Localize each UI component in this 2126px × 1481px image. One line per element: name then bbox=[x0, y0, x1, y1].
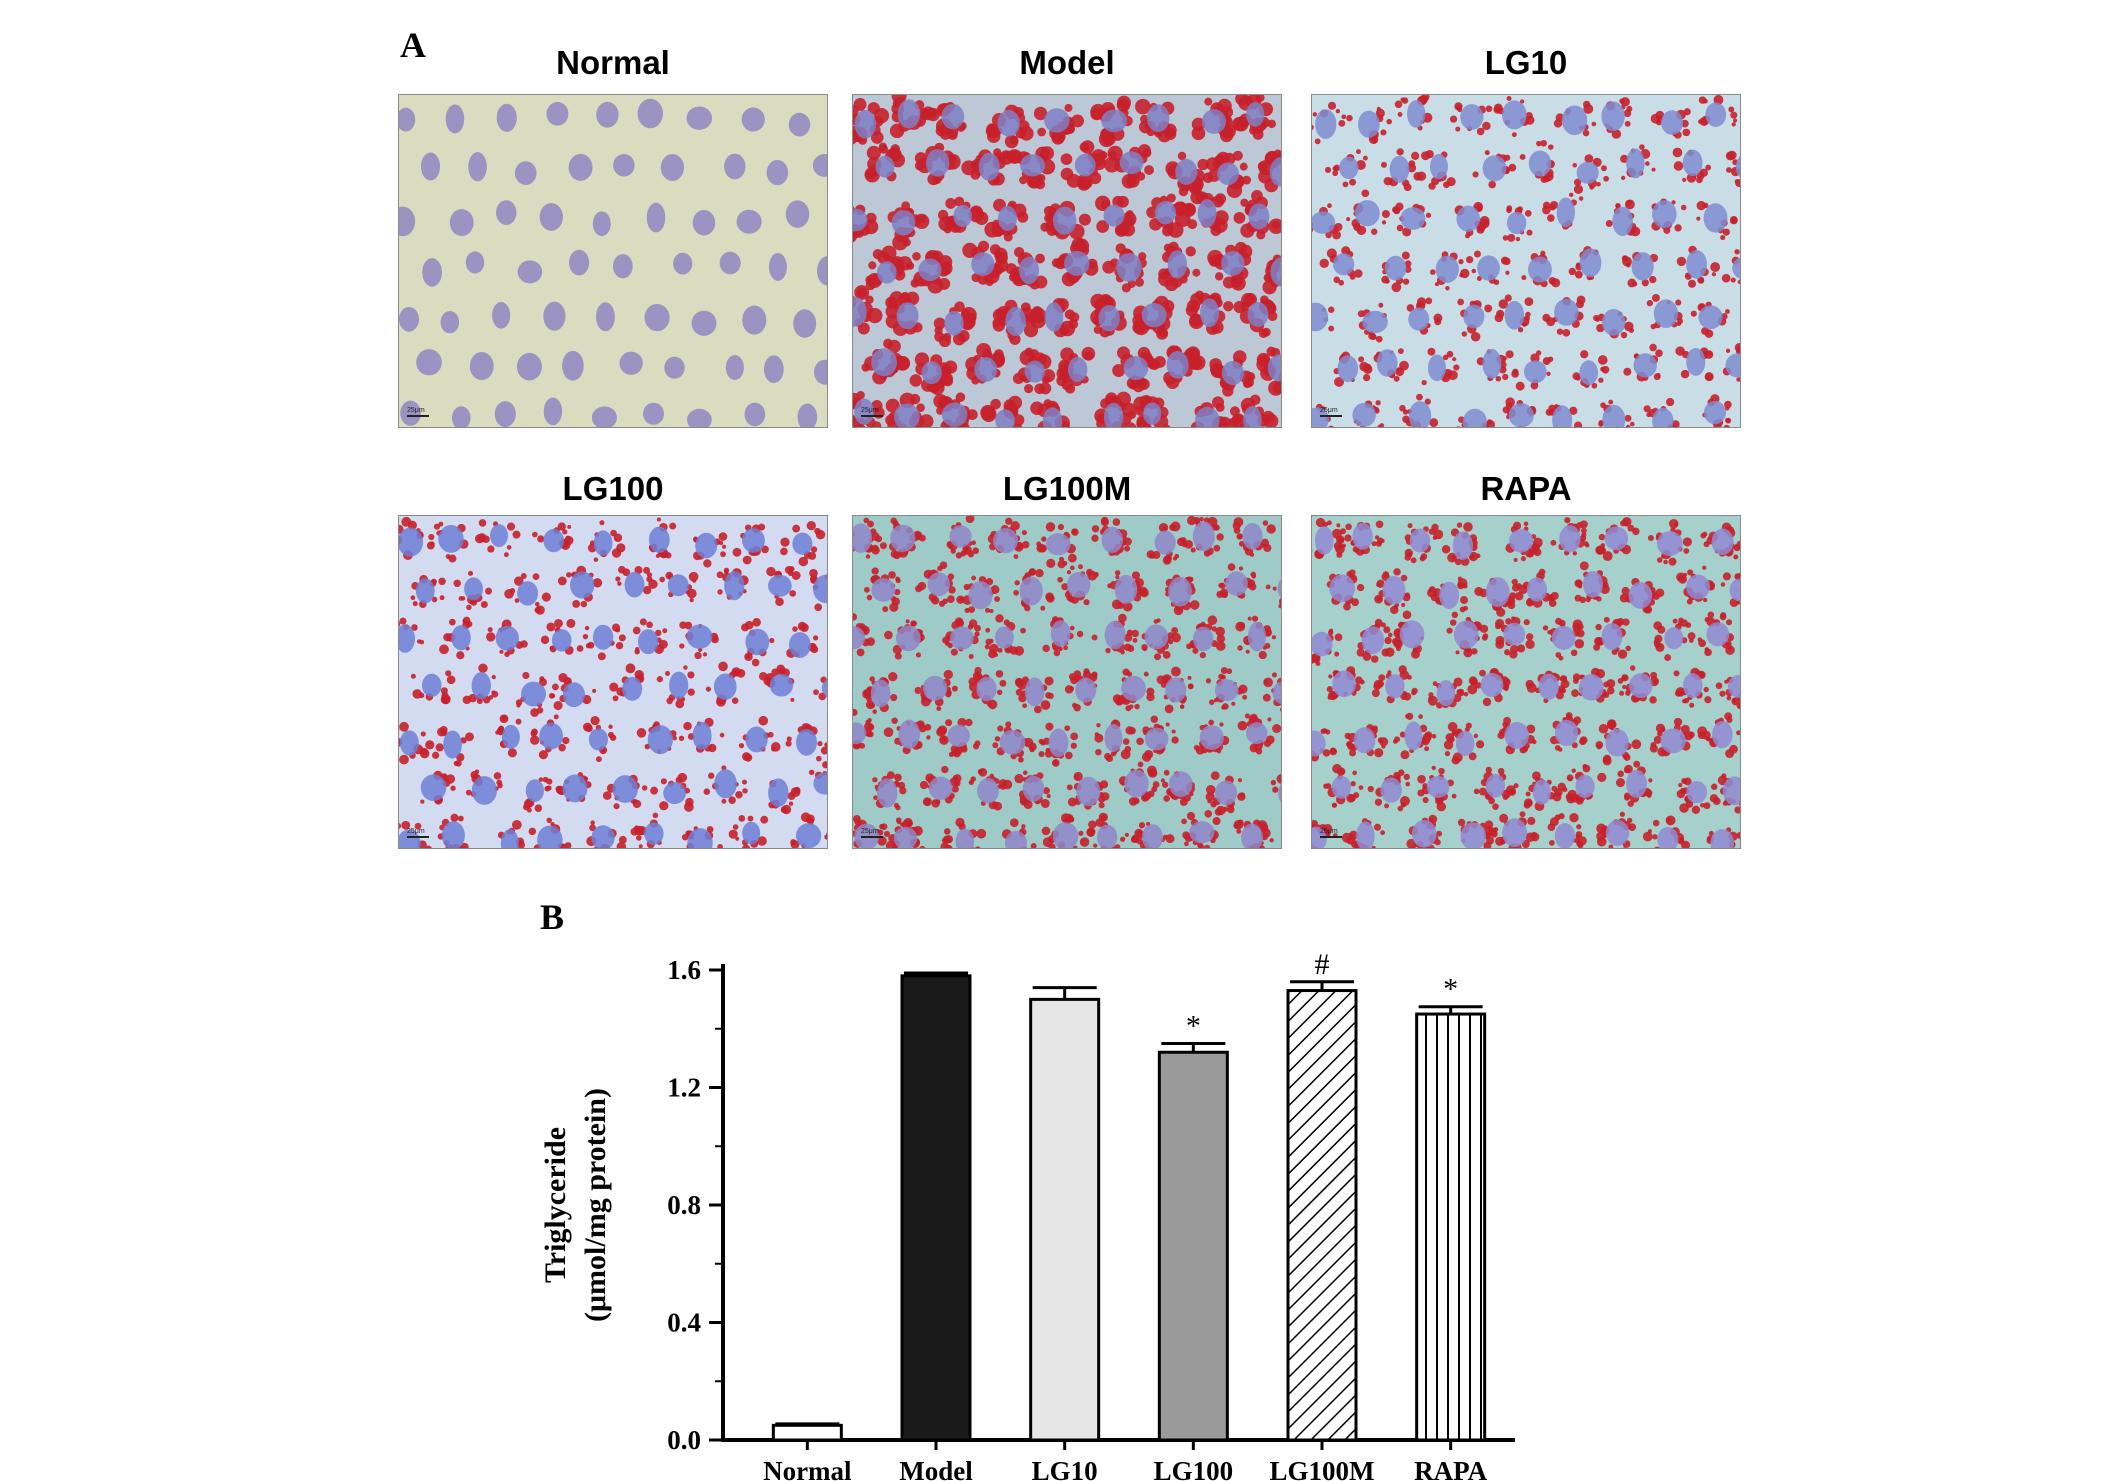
micrograph-lg100: 25μm bbox=[398, 515, 828, 849]
bar-lg100m bbox=[1286, 989, 1358, 1442]
scale-bar-line bbox=[407, 836, 429, 838]
micrograph-normal: 25μm bbox=[398, 94, 828, 428]
micrograph-title: LG100 bbox=[562, 470, 664, 507]
x-category-label: LG100M bbox=[1270, 1456, 1375, 1481]
panel-b-label: B bbox=[540, 897, 565, 937]
micrograph-lg10: 25μm bbox=[1311, 94, 1741, 428]
scale-bar-line bbox=[861, 836, 883, 838]
significance-marker: * bbox=[1186, 1009, 1201, 1042]
significance-marker: # bbox=[1315, 948, 1330, 981]
x-category-label: RAPA bbox=[1414, 1456, 1487, 1481]
significance-marker: * bbox=[1443, 973, 1458, 1006]
y-tick-label: 1.6 bbox=[667, 955, 701, 985]
x-category-label: LG100 bbox=[1154, 1456, 1234, 1481]
scale-bar: 25μm bbox=[1320, 407, 1342, 417]
scale-bar: 25μm bbox=[407, 828, 429, 838]
bar-model bbox=[900, 974, 972, 1442]
y-axis-label: Triglyceride bbox=[539, 1127, 572, 1283]
scale-bar: 25μm bbox=[861, 828, 883, 838]
y-tick-label: 0.4 bbox=[667, 1308, 701, 1338]
micrograph-title: LG100M bbox=[1002, 470, 1132, 507]
scale-bar-label: 25μm bbox=[407, 828, 425, 835]
chart-labels: 0.0 0.4 0.8 1.2 1.6 Triglyceride (μmol/mg prot… bbox=[539, 948, 1488, 1481]
scale-bar-label: 25μm bbox=[861, 407, 879, 414]
x-category-label: Normal bbox=[763, 1456, 852, 1481]
y-tick-label: 0.0 bbox=[667, 1425, 701, 1455]
micrograph-title: Model bbox=[1019, 44, 1115, 81]
micrograph-title: Normal bbox=[556, 44, 670, 81]
bar-lg10 bbox=[1029, 997, 1101, 1442]
scale-bar-label: 25μm bbox=[1320, 407, 1338, 414]
micrograph-lg100m: 25μm bbox=[852, 515, 1282, 849]
scale-bar-label: 25μm bbox=[861, 828, 879, 835]
micrograph-model: 25μm bbox=[852, 94, 1282, 428]
micrograph-title: RAPA bbox=[1480, 470, 1572, 507]
bar-normal bbox=[771, 1423, 843, 1442]
scale-bar-label: 25μm bbox=[407, 407, 425, 414]
scale-bar: 25μm bbox=[407, 407, 429, 417]
scale-bar-line bbox=[1320, 836, 1342, 838]
scale-bar-line bbox=[407, 415, 429, 417]
scale-bar-line bbox=[1320, 415, 1342, 417]
micrograph-rapa: 25μm bbox=[1311, 515, 1741, 849]
scale-bar: 25μm bbox=[1320, 828, 1342, 838]
x-category-label: LG10 bbox=[1032, 1456, 1098, 1481]
scale-bar: 25μm bbox=[861, 407, 883, 417]
y-tick-label: 1.2 bbox=[667, 1073, 701, 1103]
bar-lg100 bbox=[1157, 1050, 1229, 1442]
micrograph-title: LG10 bbox=[1484, 44, 1568, 81]
panel-a-label: A bbox=[400, 25, 426, 65]
bar-rapa bbox=[1415, 1012, 1487, 1442]
chart-bars bbox=[771, 971, 1487, 1442]
chart-axes bbox=[709, 964, 1515, 1450]
y-tick-label: 0.8 bbox=[667, 1190, 701, 1220]
scale-bar-label: 25μm bbox=[1320, 828, 1338, 835]
y-axis-unit-label: (μmol/mg protein) bbox=[579, 1088, 612, 1322]
scale-bar-line bbox=[861, 415, 883, 417]
triglyceride-bar-chart: 0.0 0.4 0.8 1.2 1.6 Triglyceride (μmol/mg prot… bbox=[539, 948, 1515, 1481]
x-category-label: Model bbox=[899, 1456, 973, 1481]
